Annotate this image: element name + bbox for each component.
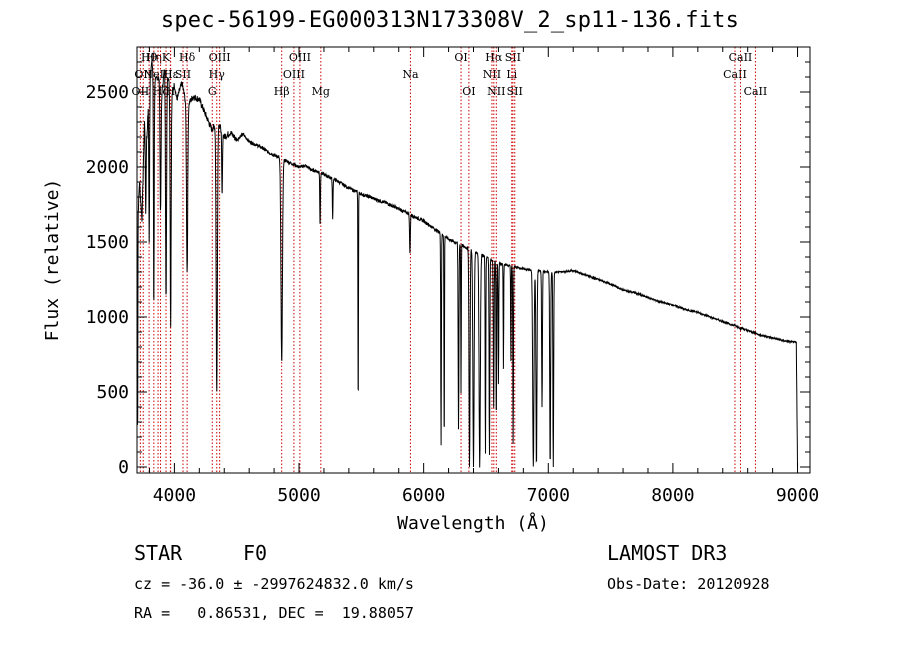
line-marker-label: Mg — [312, 85, 330, 98]
line-marker-label: CaII — [723, 68, 747, 81]
line-marker-label: Hε — [163, 68, 179, 81]
redshift-line: cz = -36.0 ± -2997624832.0 km/s — [134, 575, 414, 593]
line-marker-label: SII — [505, 51, 521, 64]
x-axis-label: Wavelength (Å) — [397, 512, 549, 534]
x-tick-label: 4000 — [153, 485, 196, 506]
x-tick-label: 7000 — [527, 485, 570, 506]
x-tick-label: 8000 — [651, 485, 694, 506]
line-marker-label: OIII — [283, 68, 305, 81]
spectrum-line — [136, 58, 798, 468]
axes-layer: 4000 5000 6000 7000 8000 9000 0 500 1000 1500 2000… — [86, 46, 819, 506]
obs-date: Obs-Date: 20120928 — [607, 575, 770, 593]
line-marker-label: Hγ — [209, 68, 226, 81]
y-axis-label: Flux (relative) — [42, 179, 63, 342]
y-tick-label: 2500 — [86, 82, 129, 103]
line-marker-label: H — [166, 85, 176, 98]
line-marker-label: OI — [462, 85, 475, 98]
line-marker-label: OII — [134, 68, 152, 81]
y-tick-label: 2000 — [86, 157, 129, 178]
line-marker-label: SII — [507, 85, 523, 98]
survey-name: LAMOST DR3 — [607, 541, 728, 565]
spectrum-layer — [136, 58, 798, 468]
line-marker-label: Hβ — [274, 85, 290, 98]
coordinates: RA = 0.86531, DEC = 19.88057 — [134, 604, 414, 622]
x-tick-label: 5000 — [277, 485, 320, 506]
line-marker-label: CaII — [744, 85, 768, 98]
y-tick-label: 1500 — [86, 232, 129, 253]
object-subclass: F0 — [243, 541, 268, 565]
y-tick-label: 1000 — [86, 307, 129, 328]
x-tick-label: 6000 — [402, 485, 445, 506]
line-marker-label: Li — [506, 68, 517, 81]
line-markers-layer: OIIOIIHθHηNeIIIHζKHHεSIIHδGHγOIIIHβOIIIO… — [132, 47, 768, 473]
line-marker-label: OI — [454, 51, 467, 64]
line-marker-label: CaII — [729, 51, 753, 64]
line-marker-label: Hη — [146, 51, 162, 64]
line-marker-label: G — [208, 85, 217, 98]
line-marker-label: Hα — [485, 51, 503, 64]
line-marker-label: OIII — [289, 51, 311, 64]
line-marker-label: NII — [483, 68, 501, 81]
line-marker-label: NII — [487, 85, 505, 98]
object-class: STAR — [134, 541, 183, 565]
x-tick-label: 9000 — [776, 485, 819, 506]
line-marker-label: SII — [175, 68, 191, 81]
chart-title: spec-56199-EG000313N173308V_2_sp11-136.f… — [160, 8, 740, 33]
y-tick-label: 0 — [118, 457, 129, 478]
line-marker-label: OIII — [209, 51, 231, 64]
line-marker-label: Hδ — [179, 51, 196, 64]
line-marker-label: Na — [402, 68, 419, 81]
line-marker-label: K — [162, 51, 171, 64]
y-tick-label: 500 — [96, 382, 129, 403]
